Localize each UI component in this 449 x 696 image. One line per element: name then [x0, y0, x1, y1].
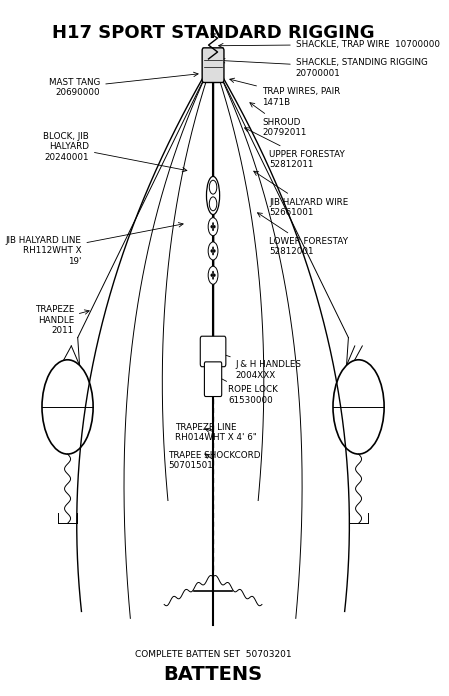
Text: BLOCK, JIB
HALYARD
20240001: BLOCK, JIB HALYARD 20240001 [43, 132, 187, 172]
Circle shape [208, 266, 218, 284]
Text: JIB HALYARD WIRE
52661001: JIB HALYARD WIRE 52661001 [254, 171, 349, 217]
FancyBboxPatch shape [202, 48, 224, 83]
Text: LOWER FORESTAY
52812001: LOWER FORESTAY 52812001 [258, 213, 348, 257]
Text: TRAPEE SHOCKCORD
50701501: TRAPEE SHOCKCORD 50701501 [168, 450, 260, 470]
Text: JIB HALYARD LINE
RH112WHT X
19': JIB HALYARD LINE RH112WHT X 19' [5, 223, 183, 266]
Text: SHACKLE, STANDING RIGGING
20700001: SHACKLE, STANDING RIGGING 20700001 [220, 58, 427, 78]
Text: TRAPEZE
HANDLE
2011: TRAPEZE HANDLE 2011 [35, 306, 89, 335]
Circle shape [212, 247, 214, 250]
Text: BATTENS: BATTENS [163, 665, 263, 684]
Circle shape [209, 197, 217, 211]
Circle shape [209, 180, 217, 194]
Text: J & H HANDLES
2004XXX: J & H HANDLES 2004XXX [216, 351, 302, 380]
Ellipse shape [207, 176, 220, 214]
Text: SHROUD
20792011: SHROUD 20792011 [250, 103, 306, 137]
Circle shape [212, 223, 214, 226]
Circle shape [211, 226, 212, 228]
Circle shape [212, 226, 214, 228]
FancyBboxPatch shape [204, 362, 222, 397]
Circle shape [214, 226, 216, 228]
Circle shape [208, 218, 218, 236]
Circle shape [212, 276, 214, 279]
Circle shape [211, 274, 212, 276]
Circle shape [211, 250, 212, 253]
Text: SHACKLE, TRAP WIRE  10700000: SHACKLE, TRAP WIRE 10700000 [219, 40, 440, 49]
Text: MAST TANG
20690000: MAST TANG 20690000 [49, 72, 198, 97]
Text: UPPER FORESTAY
52812011: UPPER FORESTAY 52812011 [245, 128, 345, 169]
Text: ROPE LOCK
61530000: ROPE LOCK 61530000 [216, 376, 278, 405]
Text: H17 SPORT STANDARD RIGGING: H17 SPORT STANDARD RIGGING [52, 24, 374, 42]
Circle shape [208, 242, 218, 260]
Circle shape [212, 253, 214, 255]
Circle shape [212, 250, 214, 253]
Circle shape [212, 228, 214, 231]
Circle shape [212, 274, 214, 276]
Circle shape [212, 271, 214, 274]
FancyBboxPatch shape [200, 336, 226, 367]
Text: TRAPEZE LINE
RH014WHT X 4' 6": TRAPEZE LINE RH014WHT X 4' 6" [176, 423, 257, 442]
Circle shape [214, 274, 216, 276]
Text: COMPLETE BATTEN SET  50703201: COMPLETE BATTEN SET 50703201 [135, 649, 291, 658]
Circle shape [214, 250, 216, 253]
Text: TRAP WIRES, PAIR
1471B: TRAP WIRES, PAIR 1471B [230, 78, 340, 106]
